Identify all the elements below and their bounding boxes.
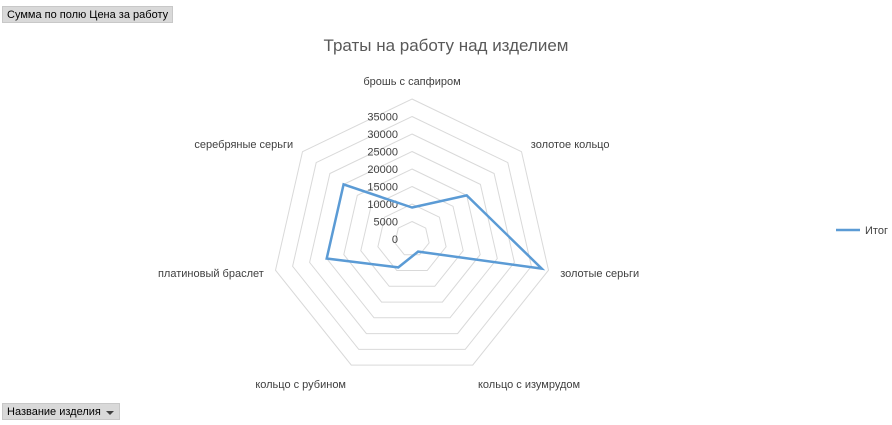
series-layer (325, 182, 546, 271)
radial-tick-label: 20000 (367, 164, 398, 176)
grid-ring (343, 168, 481, 303)
axis-field-label: Название изделия (7, 406, 101, 418)
grid-ring (292, 115, 532, 350)
legend: Итог (836, 225, 888, 237)
radial-tick-labels: 0 5000 10000 15000 20000 25000 30000 35000 (367, 112, 398, 247)
chart-title: Траты на работу над изделием (324, 36, 569, 55)
series-line (325, 182, 546, 271)
radial-tick-label: 30000 (367, 129, 398, 141)
grid-ring (274, 98, 550, 366)
radial-tick-label: 25000 (367, 147, 398, 159)
category-label: платиновый браслет (158, 268, 264, 280)
grid-ring (309, 133, 515, 335)
radar-grid (274, 98, 550, 366)
value-field-button[interactable]: Сумма по полю Цена за работу (2, 6, 174, 23)
category-label: брошь с сапфиром (363, 76, 460, 88)
grid-ring (377, 203, 447, 271)
chevron-down-icon (105, 411, 114, 415)
radial-tick-label: 15000 (367, 182, 398, 194)
category-label: серебряные серьги (194, 139, 293, 151)
grid-ring (360, 185, 464, 287)
legend-label: Итог (865, 225, 888, 237)
radial-tick-label: 35000 (367, 112, 398, 124)
radial-tick-label: 5000 (374, 217, 398, 229)
grid-ring (326, 150, 498, 319)
axis-field-dropdown[interactable]: Название изделия (2, 403, 120, 420)
category-labels: брошь с сапфиром золотое кольцо золотые се… (158, 76, 639, 391)
grid-ring (394, 220, 430, 256)
radial-tick-label: 0 (392, 234, 398, 246)
category-label: золотое кольцо (531, 139, 610, 151)
category-label: кольцо с изумрудом (478, 379, 580, 391)
category-label: кольцо с рубином (255, 379, 346, 391)
radial-tick-label: 10000 (367, 199, 398, 211)
category-label: золотые серьги (560, 268, 639, 280)
